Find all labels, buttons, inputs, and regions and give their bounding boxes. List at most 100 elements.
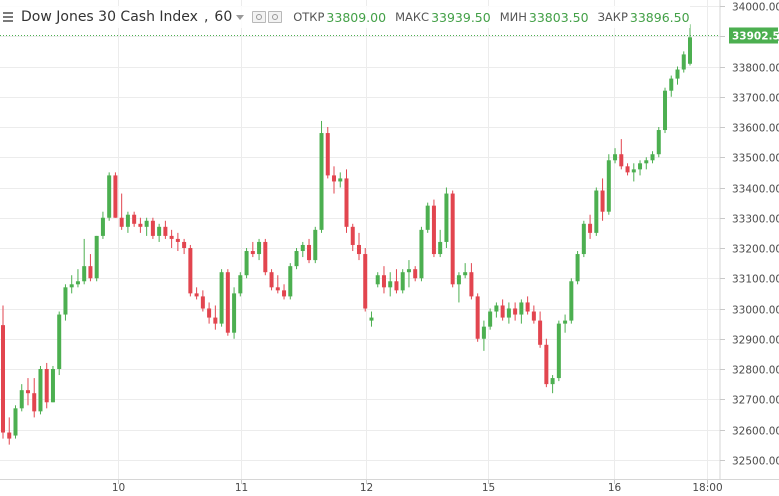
candle[interactable] xyxy=(456,272,461,303)
candle[interactable] xyxy=(406,260,411,288)
candle[interactable] xyxy=(681,51,686,73)
candle[interactable] xyxy=(469,263,474,300)
candle[interactable] xyxy=(119,193,124,230)
candle[interactable] xyxy=(94,235,99,282)
candle[interactable] xyxy=(594,187,599,236)
candle[interactable] xyxy=(688,24,692,66)
candle[interactable] xyxy=(288,263,293,300)
candle[interactable] xyxy=(50,365,55,403)
candle[interactable] xyxy=(531,305,536,324)
symbol-title[interactable]: Dow Jones 30 Cash Index xyxy=(21,9,198,25)
candle[interactable] xyxy=(338,172,343,188)
candle[interactable] xyxy=(38,365,43,415)
candle[interactable] xyxy=(413,266,418,282)
candle[interactable] xyxy=(257,238,262,261)
candle[interactable] xyxy=(25,378,30,406)
candle[interactable] xyxy=(82,238,87,285)
candle[interactable] xyxy=(638,160,643,176)
candle[interactable] xyxy=(182,238,187,255)
candle[interactable] xyxy=(475,293,480,342)
candle[interactable] xyxy=(19,384,24,412)
candle[interactable] xyxy=(7,417,12,445)
candle[interactable] xyxy=(575,251,580,285)
candle[interactable] xyxy=(569,278,574,324)
interval-label[interactable]: 60 xyxy=(214,9,233,25)
candle[interactable] xyxy=(656,127,661,158)
candle[interactable] xyxy=(600,178,605,221)
candle[interactable] xyxy=(388,272,393,297)
candle[interactable] xyxy=(563,314,568,333)
candle[interactable] xyxy=(263,238,268,276)
candle[interactable] xyxy=(144,217,149,236)
candle[interactable] xyxy=(244,248,249,279)
candle[interactable] xyxy=(69,275,74,294)
candle[interactable] xyxy=(625,163,630,176)
candle[interactable] xyxy=(394,269,399,294)
candle[interactable] xyxy=(606,154,611,215)
chevron-down-icon[interactable] xyxy=(236,14,245,20)
candle[interactable] xyxy=(332,166,337,194)
candle[interactable] xyxy=(163,220,168,239)
menu-icon[interactable] xyxy=(3,11,13,23)
candle[interactable] xyxy=(538,311,543,348)
candle[interactable] xyxy=(313,226,318,264)
candle[interactable] xyxy=(450,190,455,288)
candle[interactable] xyxy=(644,157,649,170)
candle[interactable] xyxy=(132,211,137,227)
candle[interactable] xyxy=(232,287,237,339)
candle[interactable] xyxy=(100,211,105,239)
candle[interactable] xyxy=(150,217,155,239)
candle[interactable] xyxy=(175,232,180,252)
candle[interactable] xyxy=(488,308,493,330)
candle[interactable] xyxy=(269,269,274,291)
candle[interactable] xyxy=(238,272,243,297)
candle[interactable] xyxy=(188,244,193,297)
candle[interactable] xyxy=(375,272,380,288)
candle[interactable] xyxy=(113,172,118,218)
candle[interactable] xyxy=(325,127,330,179)
candle[interactable] xyxy=(13,405,18,439)
candle[interactable] xyxy=(32,378,37,418)
candle[interactable] xyxy=(463,263,468,279)
candle[interactable] xyxy=(525,296,530,315)
candle[interactable] xyxy=(556,320,561,382)
candle[interactable] xyxy=(307,238,312,264)
candle[interactable] xyxy=(138,217,143,233)
candle[interactable] xyxy=(400,269,405,294)
candle[interactable] xyxy=(619,139,624,170)
candle[interactable] xyxy=(213,305,218,330)
candle[interactable] xyxy=(275,275,280,294)
candle[interactable] xyxy=(350,223,355,252)
candle[interactable] xyxy=(438,229,443,258)
candle[interactable] xyxy=(356,232,361,261)
candle[interactable] xyxy=(219,269,224,327)
candle[interactable] xyxy=(107,172,112,221)
candle[interactable] xyxy=(581,220,586,258)
candle[interactable] xyxy=(294,248,299,270)
candle[interactable] xyxy=(300,241,305,258)
settings-icon[interactable] xyxy=(268,11,283,23)
candle[interactable] xyxy=(513,302,518,321)
candle[interactable] xyxy=(157,223,162,242)
candle[interactable] xyxy=(125,211,130,233)
candle[interactable] xyxy=(481,320,486,351)
hide-series-icon[interactable] xyxy=(252,11,267,23)
candle[interactable] xyxy=(588,214,593,239)
candle[interactable] xyxy=(500,299,505,321)
candle[interactable] xyxy=(344,169,349,233)
candle[interactable] xyxy=(369,311,374,327)
candle[interactable] xyxy=(88,254,93,282)
candle[interactable] xyxy=(44,362,49,409)
candle[interactable] xyxy=(207,302,212,324)
candle[interactable] xyxy=(631,163,636,182)
candle[interactable] xyxy=(75,269,80,288)
time-axis[interactable]: 10 11 12 15 16 18:00 xyxy=(112,480,723,494)
candle[interactable] xyxy=(675,66,680,85)
candle[interactable] xyxy=(319,120,324,233)
candle[interactable] xyxy=(194,287,199,300)
candle[interactable] xyxy=(225,269,230,336)
candle[interactable] xyxy=(506,302,511,324)
candle[interactable] xyxy=(494,302,499,318)
candle[interactable] xyxy=(550,375,555,394)
